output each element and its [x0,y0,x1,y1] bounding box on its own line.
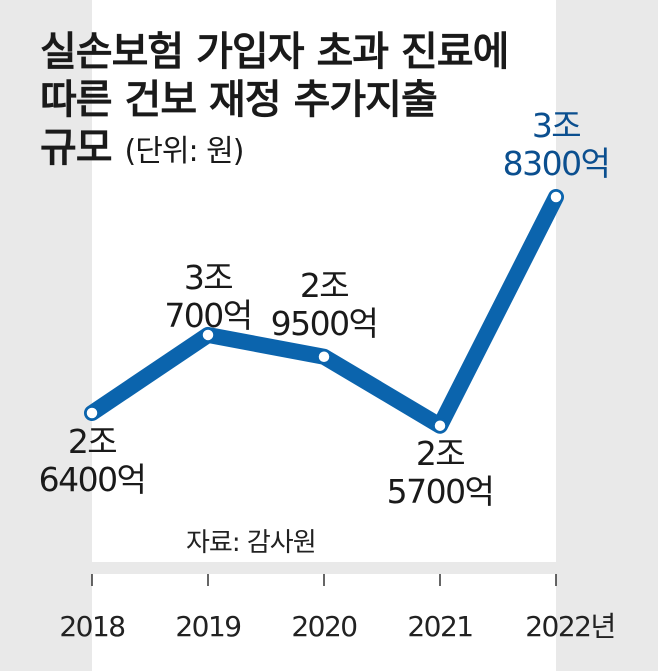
data-label-2019-line1: 3조 [184,258,232,297]
data-label-2020-line2: 9500억 [271,304,378,343]
chart-title: 실손보험 가입자 초과 진료에 따른 건보 재정 추가지출 규모 (단위: 원) [40,28,540,176]
data-label-2018-line2: 6400억 [39,460,146,499]
data-label-2018-line1: 2조 [68,422,116,461]
source-label: 자료: 감사원 [186,528,317,558]
data-label-2019-line2: 700억 [164,296,251,335]
x-tick-label-2018: 2018 [59,610,124,643]
x-tick-label-2020: 2020 [291,610,356,643]
x-tick-label-2021: 2021 [407,610,472,643]
data-point-2019 [200,327,216,343]
unit-label: (단위: 원) [124,134,245,169]
x-tick-label-2019: 2019 [175,610,240,643]
plot-background [92,0,556,562]
data-label-2021-line1: 2조 [416,434,464,473]
data-label-2021-line2: 5700억 [387,472,494,511]
data-label-2020-line1: 2조 [300,266,348,305]
x-tick-label-2022: 2022년 [525,610,615,643]
data-point-2021 [432,417,448,434]
data-point-2018 [84,405,100,421]
x-axis-band [92,574,556,671]
title-line-3: 규모 (단위: 원) [40,124,540,176]
x-axis-unit: 년 [591,610,615,643]
title-line-3-text: 규모 [40,125,113,171]
data-point-2020 [316,348,332,365]
data-label-2022-line1: 3조 [532,106,580,145]
title-line-2: 따른 건보 재정 추가지출 [40,77,438,123]
data-label-2022-line2: 8300억 [503,144,610,183]
title-line-1: 실손보험 가입자 초과 진료에 [40,29,509,75]
data-point-2022 [548,189,564,205]
